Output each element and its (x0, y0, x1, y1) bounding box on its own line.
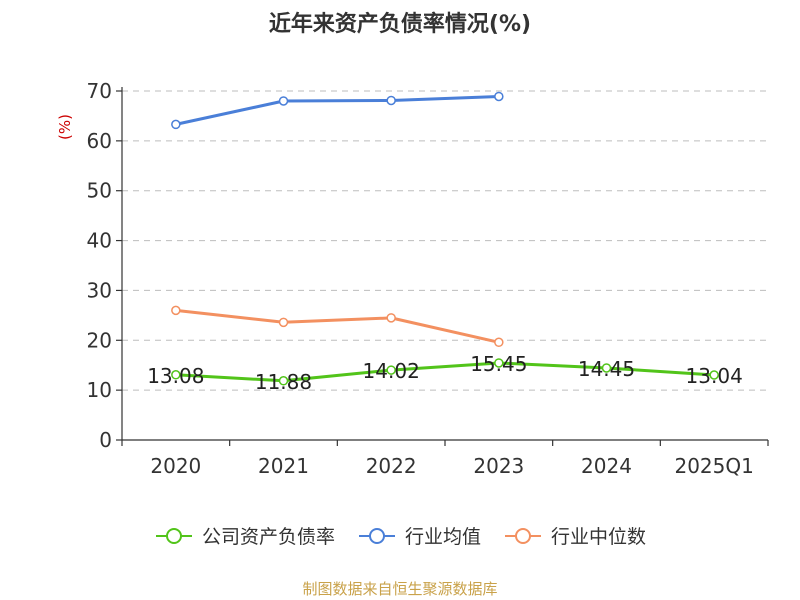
data-point-marker (494, 337, 504, 348)
legend-label-industry-median: 行业中位数 (551, 526, 647, 548)
legend-item-industry-median[interactable]: 行业中位数 (503, 522, 646, 549)
data-point-marker (171, 305, 181, 316)
data-label: 15.45 (470, 352, 527, 376)
y-tick-label: 20 (87, 328, 112, 352)
data-point-marker (386, 365, 396, 375)
data-point-marker (171, 370, 181, 380)
data-point-marker (494, 91, 504, 102)
data-point-marker (278, 317, 289, 328)
data-label: 14.02 (363, 359, 420, 383)
y-tick-label: 10 (87, 378, 112, 402)
data-point-marker (278, 376, 289, 386)
data-point-marker (386, 313, 396, 323)
y-tick-label: 60 (87, 129, 112, 153)
legend-swatch-marker (515, 527, 531, 544)
series-line-1 (175, 95, 499, 126)
x-tick-label: 2024 (581, 454, 632, 478)
y-tick-label: 50 (87, 179, 112, 203)
data-point-marker (278, 96, 289, 106)
legend-swatch-industry-mean (358, 527, 395, 544)
y-tick-label: 40 (87, 229, 112, 253)
y-tick-label: 70 (87, 79, 112, 103)
data-point-marker (601, 363, 612, 373)
legend-item-company[interactable]: 公司资产负债率 (154, 522, 335, 549)
source-footer: 制图数据来自恒生聚源数据库 (302, 580, 498, 598)
legend-label-industry-mean: 行业均值 (404, 526, 481, 548)
y-tick-label: 0 (99, 428, 112, 452)
chart-title: 近年来资产负债率情况(%) (268, 12, 532, 37)
legend-swatch-company (155, 527, 192, 544)
data-label: 13.08 (147, 364, 204, 388)
x-tick-label: 2025Q1 (674, 454, 753, 478)
data-label: 11.88 (255, 370, 312, 394)
legend-label-company: 公司资产负债率 (201, 526, 335, 548)
legend-swatch-marker (165, 527, 182, 544)
data-point-marker (494, 358, 504, 368)
legend-item-industry-mean[interactable]: 行业均值 (357, 522, 481, 549)
series-line-2 (175, 308, 500, 344)
data-point-marker (709, 370, 719, 380)
legend-swatch-marker (368, 527, 385, 544)
x-tick-label: 2022 (366, 454, 417, 478)
x-tick-label: 2023 (473, 454, 524, 478)
y-tick-label: 30 (87, 278, 112, 302)
data-label: 14.45 (578, 357, 635, 381)
legend-swatch-industry-median (505, 527, 541, 544)
x-tick-label: 2020 (150, 454, 201, 478)
data-label: 13.04 (686, 364, 743, 388)
data-point-marker (386, 95, 396, 106)
series-line-0 (175, 361, 715, 383)
legend: 公司资产负债率 行业均值 行业中位数 (0, 522, 800, 549)
x-tick-label: 2021 (258, 454, 309, 478)
data-point-marker (171, 119, 181, 130)
